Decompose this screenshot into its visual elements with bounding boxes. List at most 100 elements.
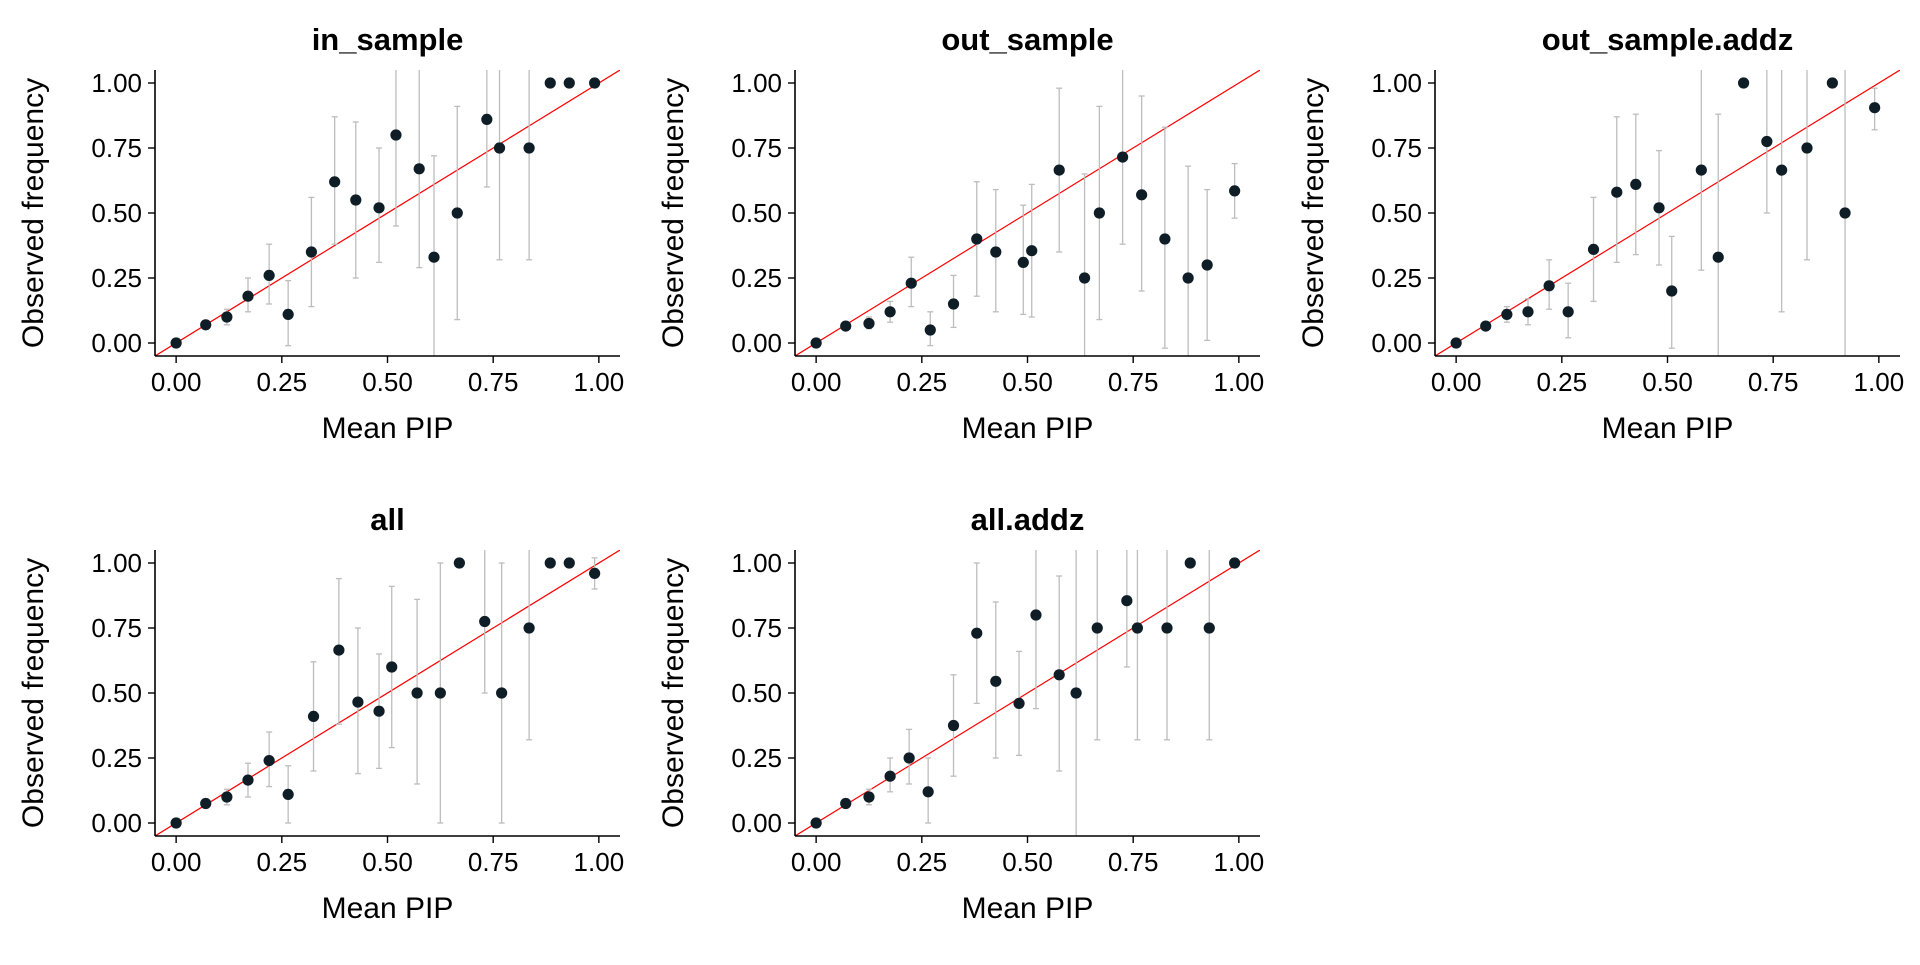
data-point [170, 817, 182, 829]
error-bar [1123, 550, 1130, 668]
x-tick-label: 0.75 [468, 847, 519, 877]
data-point [924, 324, 936, 336]
data-point [1201, 259, 1213, 271]
data-point [390, 129, 402, 141]
data-point [1053, 669, 1065, 681]
error-bar [496, 70, 503, 261]
x-tick-label: 0.25 [1537, 367, 1588, 397]
y-tick-label: 1.00 [731, 548, 782, 578]
data-point [373, 202, 385, 214]
y-tick-label: 0.75 [731, 133, 782, 163]
data-point [352, 696, 364, 708]
data-point [990, 246, 1002, 258]
data-point [1093, 207, 1105, 219]
y-tick-label: 0.50 [91, 678, 142, 708]
data-point [221, 311, 233, 323]
data-point [1131, 622, 1144, 634]
data-point [863, 317, 875, 330]
panel-title: all.addz [971, 502, 1085, 537]
data-point [333, 644, 345, 656]
data-point [263, 755, 275, 767]
y-tick-label: 0.50 [731, 198, 782, 228]
data-point [282, 308, 294, 320]
data-point [434, 687, 446, 699]
y-tick-label: 0.00 [731, 808, 782, 838]
x-tick-label: 0.50 [1002, 847, 1053, 877]
x-tick-label: 1.00 [574, 847, 625, 877]
y-tick-label: 0.50 [91, 198, 142, 228]
x-tick-label: 0.50 [362, 847, 413, 877]
data-point [810, 337, 822, 349]
data-point [481, 113, 493, 125]
x-axis-title: Mean PIP [322, 892, 454, 925]
data-point [589, 77, 601, 89]
data-point [990, 675, 1002, 687]
data-point [971, 233, 983, 245]
y-tick-label: 0.75 [91, 613, 142, 643]
data-point [1695, 164, 1707, 176]
data-point [282, 788, 294, 801]
data-point [1587, 243, 1600, 255]
data-point [1737, 77, 1750, 89]
reference-line-identity [155, 70, 620, 356]
data-point [453, 557, 465, 569]
data-point [810, 817, 822, 829]
data-point [200, 319, 212, 331]
reference-line-identity [1435, 70, 1900, 356]
error-bar [1778, 70, 1785, 313]
data-point [1839, 207, 1851, 219]
data-point [1712, 251, 1724, 263]
data-point [1184, 557, 1196, 569]
data-point [544, 557, 556, 569]
data-point [523, 622, 535, 634]
data-point [1522, 306, 1534, 318]
y-axis-title: Observed frequency [17, 558, 50, 828]
data-point [1666, 285, 1678, 297]
data-point [263, 269, 275, 281]
data-point [1630, 178, 1642, 190]
y-tick-label: 0.00 [91, 328, 142, 358]
y-tick-label: 0.00 [1371, 328, 1422, 358]
x-tick-label: 0.00 [151, 367, 202, 397]
y-axis-title: Observed frequency [1297, 78, 1330, 348]
data-point [1653, 202, 1665, 214]
error-bar [1032, 550, 1039, 710]
x-tick-label: 0.25 [897, 367, 948, 397]
data-point [1070, 687, 1082, 699]
panel-0: in_sample 0.00 0.25 0.50 0.75 1.00 0.00 0.25 0.5… [17, 22, 624, 445]
data-point [1501, 308, 1513, 320]
data-point [329, 176, 341, 188]
data-point [1030, 609, 1042, 621]
error-bar [1081, 173, 1088, 356]
y-tick-label: 1.00 [1371, 68, 1422, 98]
error-bar [526, 70, 533, 261]
panel-2: out_sample.addz 0.00 0.25 0.50 0.75 1.00 0.00 0… [1297, 22, 1904, 445]
error-bar [1206, 550, 1213, 741]
y-axis-title: Observed frequency [17, 78, 50, 348]
y-tick-label: 0.75 [91, 133, 142, 163]
panel-4: all.addz 0.00 0.25 0.50 0.75 1.00 0.00 0.25 0.50… [657, 502, 1264, 925]
data-point [1017, 256, 1029, 268]
x-tick-label: 1.00 [1854, 367, 1905, 397]
data-point [1203, 622, 1215, 634]
y-tick-label: 1.00 [91, 68, 142, 98]
panel-3: all 0.00 0.25 0.50 0.75 1.00 0.00 0.25 0.50 0.75 1… [17, 502, 624, 925]
data-point [1611, 186, 1623, 198]
data-point [884, 306, 896, 318]
y-tick-label: 0.75 [1371, 133, 1422, 163]
panel-title: out_sample.addz [1542, 22, 1794, 57]
x-tick-label: 0.50 [1002, 367, 1053, 397]
y-tick-label: 0.00 [91, 808, 142, 838]
x-tick-label: 0.50 [362, 367, 413, 397]
data-point [947, 298, 960, 310]
y-axis-title: Observed frequency [657, 78, 690, 348]
x-axis-title: Mean PIP [962, 412, 1094, 445]
data-point [1013, 697, 1025, 710]
x-tick-label: 0.75 [1748, 367, 1799, 397]
data-point [350, 194, 362, 206]
error-bar [1094, 550, 1101, 741]
error-bar [1715, 113, 1722, 356]
data-point [1229, 557, 1241, 569]
data-point [1053, 164, 1065, 176]
